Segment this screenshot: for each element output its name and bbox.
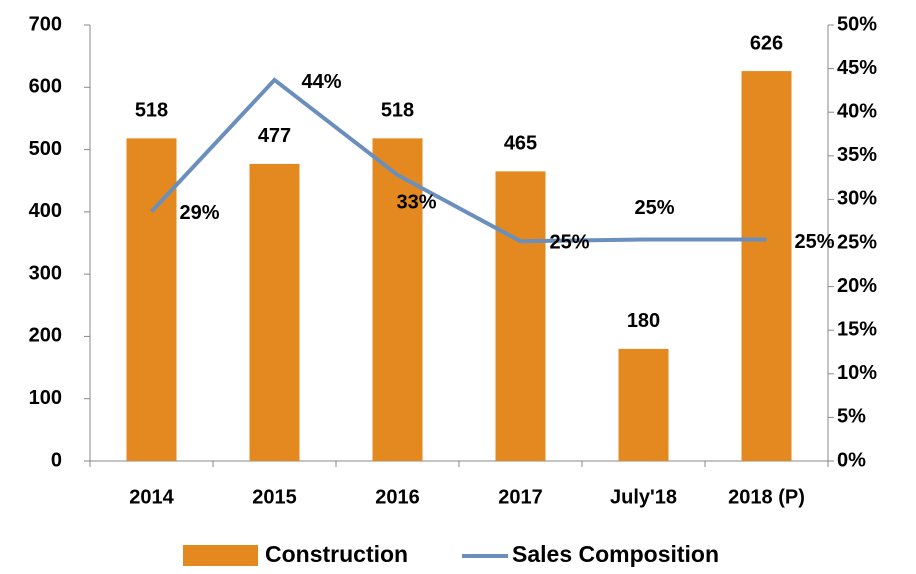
line-value-label: 29% xyxy=(179,202,219,224)
bar-value-label: 477 xyxy=(258,125,291,147)
legend-label: Sales Composition xyxy=(512,541,719,567)
y-tick-label: 500 xyxy=(29,138,62,160)
y2-tick-label: 50% xyxy=(837,13,877,35)
y-tick-label: 100 xyxy=(29,387,62,409)
bar-value-label: 180 xyxy=(627,310,660,332)
bar xyxy=(372,138,423,462)
y-tick-label: 0 xyxy=(51,449,62,471)
x-tick-label: 2016 xyxy=(375,486,420,508)
y2-tick-label: 5% xyxy=(837,406,866,428)
y-tick-label: 600 xyxy=(29,76,62,98)
bar-value-label: 518 xyxy=(381,100,414,122)
y2-tick-label: 25% xyxy=(837,231,877,253)
y-tick-label: 400 xyxy=(29,200,62,222)
y2-tick-label: 45% xyxy=(837,57,877,79)
bar xyxy=(741,71,792,461)
line-value-label: 25% xyxy=(634,197,674,219)
y-tick-label: 200 xyxy=(29,325,62,347)
y2-tick-label: 30% xyxy=(837,188,877,210)
y2-tick-label: 40% xyxy=(837,100,877,122)
bar xyxy=(249,163,300,461)
x-tick-label: 2014 xyxy=(129,486,174,508)
bar-value-label: 465 xyxy=(504,133,537,155)
y2-tick-label: 0% xyxy=(837,449,866,471)
y2-tick-label: 20% xyxy=(837,275,877,297)
legend-swatch xyxy=(183,545,258,566)
bar xyxy=(495,171,546,461)
y-tick-label: 300 xyxy=(29,262,62,284)
line xyxy=(150,77,767,244)
x-tick-label: 2015 xyxy=(252,486,297,508)
x-tick-label: 2018 (P) xyxy=(728,486,805,508)
bar-value-label: 626 xyxy=(750,32,783,54)
line-value-label: 44% xyxy=(301,71,341,93)
line-value-label: 25% xyxy=(794,231,834,253)
x-tick-label: 2017 xyxy=(498,486,543,508)
x-tick-label: July'18 xyxy=(610,486,677,508)
bar xyxy=(618,348,669,461)
y2-tick-label: 15% xyxy=(837,318,877,340)
bar-value-label: 518 xyxy=(135,100,168,122)
line-value-label: 25% xyxy=(549,232,589,254)
legend-label: Construction xyxy=(265,541,408,567)
y-tick-label: 700 xyxy=(29,13,62,35)
y2-tick-label: 35% xyxy=(837,144,877,166)
line-value-label: 33% xyxy=(396,191,436,213)
bar xyxy=(126,138,177,462)
y2-tick-label: 10% xyxy=(837,362,877,384)
